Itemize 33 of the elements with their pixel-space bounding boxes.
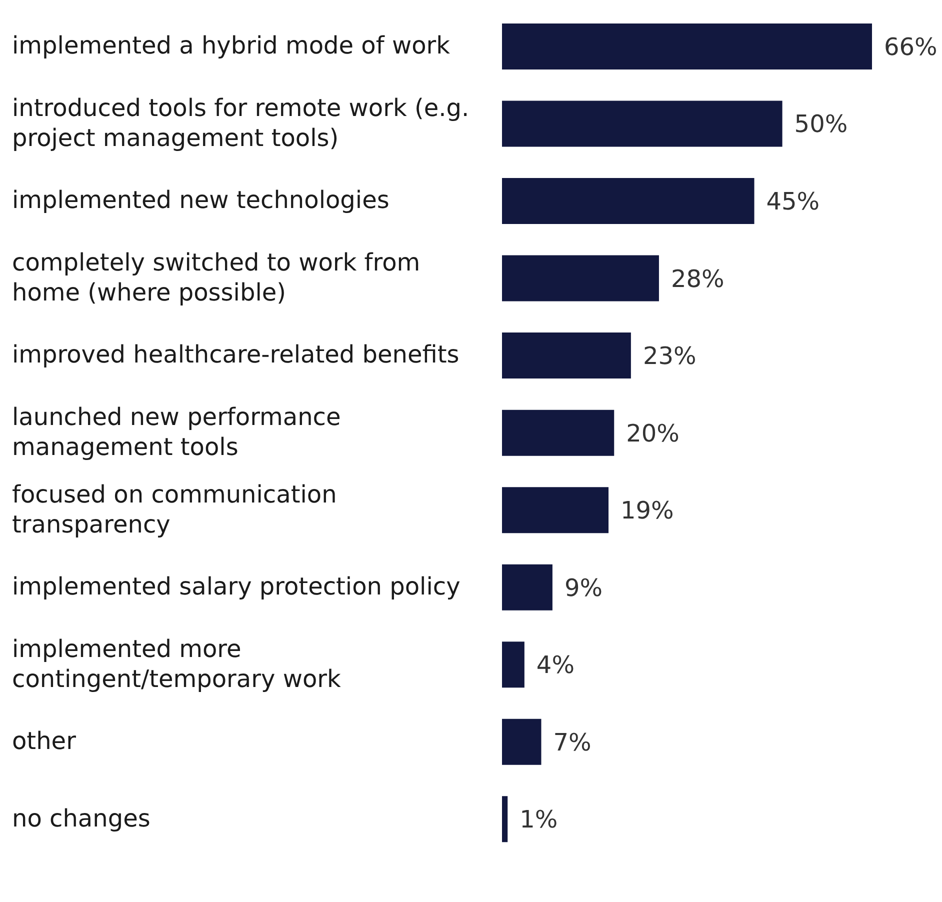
data-label: 19% xyxy=(620,496,674,525)
y-tick-label: improved healthcare-related benefits xyxy=(12,340,460,368)
bar xyxy=(502,642,524,688)
y-tick-label: completely switched to work from home (where possible) xyxy=(12,248,420,306)
y-tick-label: other xyxy=(12,726,76,755)
bar xyxy=(502,410,614,456)
data-label: 9% xyxy=(564,574,603,602)
data-label: 50% xyxy=(794,110,848,138)
data-label: 45% xyxy=(766,188,820,216)
data-label: 4% xyxy=(536,651,574,680)
data-label: 28% xyxy=(670,264,724,293)
bar xyxy=(502,564,552,610)
data-label: 66% xyxy=(884,32,938,61)
bar xyxy=(502,100,782,147)
data-label: 20% xyxy=(626,419,680,448)
bar xyxy=(502,332,631,379)
data-label: 7% xyxy=(553,728,592,756)
y-tick-label: implemented salary protection policy xyxy=(12,572,460,600)
bar xyxy=(502,178,754,224)
bar xyxy=(502,796,508,842)
data-label: 1% xyxy=(520,806,558,834)
bar xyxy=(502,255,659,302)
y-tick-label: implemented new technologies xyxy=(12,186,390,214)
y-tick-label: focused on communication transparency xyxy=(12,480,337,538)
bar xyxy=(502,23,872,70)
y-tick-label: launched new performance management tools xyxy=(12,402,341,461)
y-tick-label: introduced tools for remote work (e.g. project management tools) xyxy=(12,93,470,152)
y-tick-label: implemented a hybrid mode of work xyxy=(12,31,450,60)
data-label: 23% xyxy=(642,342,696,370)
y-tick-label: implemented more contingent/temporary work xyxy=(12,634,342,692)
y-tick-label: no changes xyxy=(12,804,150,832)
bar xyxy=(502,718,542,765)
bar xyxy=(502,487,609,534)
